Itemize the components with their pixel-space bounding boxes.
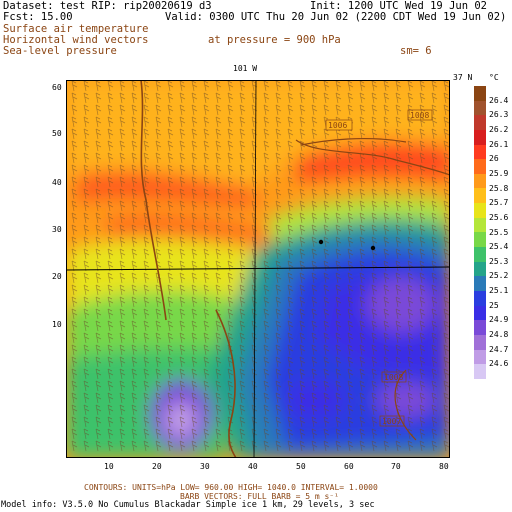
legend-swatch bbox=[474, 173, 486, 189]
y-tick-label: 40 bbox=[52, 178, 62, 187]
y-tick-label: 30 bbox=[52, 225, 62, 234]
legend-unit: °C bbox=[489, 73, 499, 82]
x-tick-label: 70 bbox=[391, 462, 401, 471]
legend-swatch bbox=[474, 290, 486, 306]
legend-value-label: 25.9 bbox=[489, 168, 509, 178]
legend-value-label: 24.8 bbox=[489, 330, 509, 340]
legend-swatch bbox=[474, 364, 486, 379]
legend-swatch bbox=[474, 217, 486, 233]
legend-value-label: 26.1 bbox=[489, 139, 509, 149]
legend-swatch bbox=[474, 159, 486, 174]
legend-swatch bbox=[474, 129, 486, 145]
legend-swatch bbox=[474, 320, 486, 335]
legend-swatch bbox=[474, 144, 486, 160]
map-panel: 1006 1008 1008 1007 bbox=[66, 80, 450, 458]
forecast-label: Fcst: 15.00 bbox=[3, 11, 73, 23]
pressure-label-1007: 1007 bbox=[382, 417, 401, 426]
legend-swatch bbox=[474, 100, 486, 116]
boundary-lines bbox=[66, 80, 450, 458]
y-tick-label: 60 bbox=[52, 83, 62, 92]
legend-value-label: 24.7 bbox=[489, 344, 509, 354]
legend-swatch bbox=[474, 232, 486, 248]
field-label-temperature: Surface air temperature bbox=[3, 23, 149, 35]
legend-swatch bbox=[474, 276, 486, 291]
x-tick-label: 80 bbox=[439, 462, 449, 471]
legend-swatch bbox=[474, 334, 486, 350]
legend-value-label: 26 bbox=[489, 154, 499, 164]
pressure-label-1008-north: 1008 bbox=[410, 111, 429, 120]
legend-value-label: 26.2 bbox=[489, 124, 509, 134]
field-label-slp: Sea-level pressure bbox=[3, 45, 117, 57]
legend-value-label: 26.3 bbox=[489, 110, 509, 120]
legend-swatch bbox=[474, 247, 486, 262]
barb-info: BARB VECTORS: FULL BARB = 5 m s⁻¹ bbox=[180, 492, 339, 501]
color-legend bbox=[474, 86, 486, 379]
smoothing-label: sm= 6 bbox=[400, 45, 432, 57]
wind-barbs bbox=[71, 80, 450, 452]
legend-swatch bbox=[474, 188, 486, 204]
y-tick-label: 20 bbox=[52, 272, 62, 281]
x-tick-label: 60 bbox=[344, 462, 354, 471]
x-tick-label: 20 bbox=[152, 462, 162, 471]
station-dot bbox=[370, 245, 376, 251]
model-info: Model info: V3.5.0 No Cumulus Blackadar … bbox=[1, 500, 375, 510]
legend-swatch bbox=[474, 86, 486, 101]
x-tick-label: 50 bbox=[296, 462, 306, 471]
legend-swatch bbox=[474, 115, 486, 130]
legend-value-label: 24.6 bbox=[489, 359, 509, 369]
station-dot bbox=[318, 239, 324, 245]
y-tick-label: 10 bbox=[52, 320, 62, 329]
longitude-label: 101 W bbox=[233, 64, 258, 73]
legend-swatch bbox=[474, 261, 486, 277]
legend-value-label: 25.3 bbox=[489, 256, 509, 266]
valid-time-label: Valid: 0300 UTC Thu 20 Jun 02 (2200 CDT … bbox=[165, 11, 507, 23]
legend-value-label: 25 bbox=[489, 300, 499, 310]
legend-swatch bbox=[474, 305, 486, 321]
pressure-label-1006: 1006 bbox=[328, 121, 347, 130]
init-label: Init: 1200 UTC Wed 19 Jun 02 bbox=[310, 0, 488, 12]
latitude-label: 37 N bbox=[453, 73, 473, 82]
y-tick-label: 50 bbox=[52, 129, 62, 138]
legend-swatch bbox=[474, 203, 486, 218]
x-tick-label: 30 bbox=[200, 462, 210, 471]
legend-value-label: 25.8 bbox=[489, 183, 509, 193]
pressure-level-label: at pressure = 900 hPa bbox=[208, 34, 341, 46]
field-label-wind: Horizontal wind vectors bbox=[3, 34, 149, 46]
dataset-label: Dataset: test RIP: rip20020619 d3 bbox=[3, 0, 212, 12]
legend-value-label: 25.4 bbox=[489, 242, 509, 252]
pressure-contour-labels: 1006 1008 1008 1007 bbox=[325, 109, 433, 427]
x-tick-label: 10 bbox=[104, 462, 114, 471]
legend-swatch bbox=[474, 349, 486, 365]
contours-info: CONTOURS: UNITS=hPa LOW= 960.00 HIGH= 10… bbox=[84, 483, 378, 492]
legend-value-label: 25.6 bbox=[489, 212, 509, 222]
legend-value-label: 26.4 bbox=[489, 95, 509, 105]
legend-value-label: 25.7 bbox=[489, 198, 509, 208]
x-tick-label: 40 bbox=[248, 462, 258, 471]
legend-value-label: 25.1 bbox=[489, 286, 509, 296]
legend-value-label: 24.9 bbox=[489, 315, 509, 325]
legend-value-label: 25.5 bbox=[489, 227, 509, 237]
legend-value-label: 25.2 bbox=[489, 271, 509, 281]
pressure-label-1008-south: 1008 bbox=[384, 373, 403, 382]
